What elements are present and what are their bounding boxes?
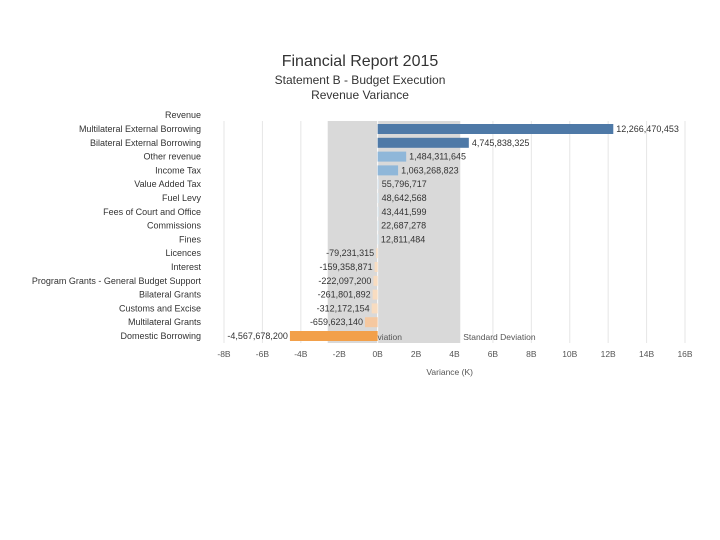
x-tick-label: -2B [333, 349, 347, 359]
value-label: -312,172,154 [317, 303, 370, 313]
bar [377, 137, 469, 148]
value-label: 22,687,278 [381, 221, 426, 231]
category-header: Revenue [165, 110, 201, 120]
chart-title: Financial Report 2015 [281, 53, 439, 70]
bar [377, 220, 379, 231]
category-label: Interest [171, 262, 202, 272]
category-label: Bilateral Grants [139, 290, 202, 300]
bar [377, 179, 379, 190]
std-label-right: Standard Deviation [463, 332, 536, 342]
category-labels: Multilateral External Borrowing Bilateral… [32, 124, 202, 341]
x-tick-label: 10B [562, 349, 577, 359]
bar [377, 124, 614, 134]
x-tick-label: 4B [449, 349, 460, 359]
x-tick-label: -4B [294, 349, 308, 359]
bar [377, 206, 379, 217]
category-label: Income Tax [155, 165, 201, 175]
value-label: -222,097,200 [318, 276, 371, 286]
category-label: Customs and Excise [119, 303, 201, 313]
x-axis-ticks: -8B -6B -4B -2B 0B 2B 4B 6B 8B 10B 12B 14B 16B [217, 349, 693, 359]
category-label: Licences [165, 248, 201, 258]
category-label: Fees of Court and Office [103, 207, 201, 217]
value-label: -159,358,871 [320, 262, 373, 272]
x-tick-label: -6B [256, 349, 270, 359]
category-label: Other revenue [143, 152, 201, 162]
chart-subtitle-variance: Revenue Variance [311, 88, 409, 102]
x-tick-label: -8B [217, 349, 231, 359]
bar [376, 248, 378, 259]
category-label: Multilateral External Borrowing [79, 124, 201, 134]
category-label: Commissions [147, 221, 202, 231]
bar [372, 289, 378, 300]
value-label: -261,801,892 [318, 290, 371, 300]
category-label: Fuel Levy [162, 193, 202, 203]
bar [373, 275, 378, 286]
chart-subtitle: Statement B - Budget Execution [274, 73, 446, 87]
x-tick-label: 6B [488, 349, 499, 359]
value-label: 43,441,599 [382, 207, 427, 217]
value-label: -79,231,315 [326, 248, 374, 258]
category-label: Domestic Borrowing [120, 331, 201, 341]
bar [289, 331, 378, 341]
value-label: 12,266,470,453 [616, 124, 679, 134]
value-labels: 12,266,470,453 4,745,838,325 1,484,311,645… [227, 124, 678, 341]
value-label: 1,063,268,823 [401, 165, 459, 175]
x-tick-label: 16B [677, 349, 692, 359]
value-label: -4,567,678,200 [227, 331, 288, 341]
x-tick-label: 8B [526, 349, 537, 359]
category-label: Value Added Tax [134, 179, 201, 189]
value-label: 48,642,568 [382, 193, 427, 203]
category-label: Multilateral Grants [128, 317, 202, 327]
value-label: 1,484,311,645 [409, 152, 466, 162]
bar [374, 262, 378, 272]
x-tick-label: 12B [601, 349, 616, 359]
bar [377, 151, 407, 162]
bars [289, 124, 614, 341]
value-label: -659,623,140 [310, 317, 363, 327]
value-label: 4,745,838,325 [472, 138, 530, 148]
category-label: Bilateral External Borrowing [90, 138, 201, 148]
bar [364, 317, 378, 328]
bar [377, 165, 399, 176]
x-axis-title: Variance (K) [426, 367, 473, 377]
bar [377, 193, 379, 203]
category-label: Program Grants - General Budget Support [32, 276, 202, 286]
bar [371, 303, 378, 314]
value-label: 55,796,717 [382, 179, 427, 189]
x-tick-label: 0B [372, 349, 383, 359]
x-tick-label: 14B [639, 349, 654, 359]
value-label: 12,811,484 [381, 234, 425, 244]
category-label: Fines [179, 234, 202, 244]
bar [377, 234, 379, 245]
x-tick-label: 2B [411, 349, 422, 359]
